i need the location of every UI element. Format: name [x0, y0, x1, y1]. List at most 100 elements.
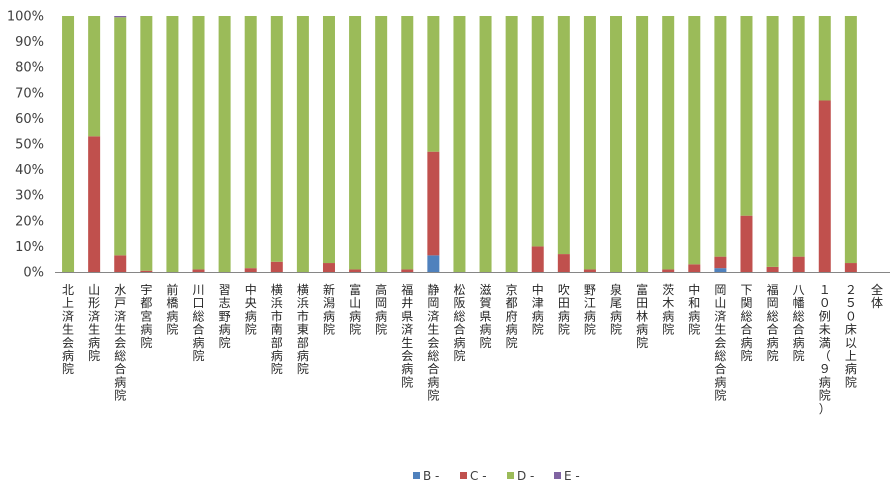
legend-swatch — [460, 472, 467, 479]
bar-segment — [218, 16, 231, 272]
x-category-label: 新潟病院 — [323, 282, 335, 337]
x-category-label: 吹田病院 — [558, 283, 570, 337]
bar-segment — [62, 16, 75, 272]
bar-segment — [688, 16, 701, 265]
y-tick-label: 20% — [15, 214, 44, 229]
x-category-label: 静岡済生会総合病院 — [427, 283, 439, 403]
bar-segment — [192, 269, 205, 272]
x-category-label: 八幡総合病院 — [793, 283, 805, 363]
bar-segment — [766, 16, 779, 267]
x-category-label: 茨木病院 — [662, 283, 674, 337]
x-category-label: 富山病院 — [349, 282, 361, 337]
y-tick-label: 60% — [15, 112, 44, 127]
x-category-label: １０例未満（９病院） — [819, 283, 831, 416]
y-tick-label: 100% — [7, 10, 44, 25]
x-category-label: 野江病院 — [584, 283, 596, 337]
bar-segment — [636, 16, 649, 272]
x-category-label: 京都府病院 — [506, 283, 518, 350]
bar-segment — [583, 269, 596, 272]
bar-segment — [740, 215, 753, 272]
bar-segment — [557, 254, 570, 272]
x-axis-category-labels: 北上済生会病院 山形済生病院 水戸済生会総合病院 宇都宮病院 前橋病院 川口総合病院 習志野… — [62, 282, 883, 416]
x-category-label: 習志野病院 — [219, 283, 231, 350]
bar-segment — [583, 16, 596, 270]
x-category-label: 福井県済生会病院 — [401, 282, 413, 389]
bar-segment — [844, 16, 857, 264]
x-category-label: 横浜市東部病院 — [297, 283, 309, 376]
y-tick-label: 90% — [15, 35, 44, 50]
bar-segment — [818, 100, 831, 272]
bar-segment — [531, 16, 544, 247]
y-axis-tick-labels: 0% 10% 20% 30% 40% 50% 60% 70% 80% 90% 100% — [7, 10, 44, 281]
bar-segment — [322, 263, 335, 272]
bar-segment — [427, 16, 440, 152]
legend-label: C - — [470, 469, 487, 483]
bar-segment — [375, 16, 388, 272]
bar-segment — [349, 269, 362, 272]
bar-segment — [401, 269, 414, 272]
y-tick-label: 10% — [15, 240, 44, 255]
x-category-label: 中和病院 — [688, 282, 700, 337]
bar-segment — [714, 16, 727, 257]
bar-segment — [766, 266, 779, 272]
x-category-label: 中津病院 — [532, 282, 544, 337]
bar-segment — [192, 16, 205, 270]
x-category-label: 横浜市南部病院 — [271, 283, 283, 376]
bar-segment — [114, 17, 127, 256]
bar-segment — [270, 261, 283, 272]
bar-segment — [270, 16, 283, 262]
x-category-label: 北上済生会病院 — [62, 283, 74, 376]
bars — [62, 16, 857, 272]
x-category-label: 滋賀県病院 — [480, 283, 492, 350]
bar-segment — [818, 16, 831, 101]
bar-segment — [662, 269, 675, 272]
bar-segment — [479, 16, 492, 272]
x-category-label: ２５０床以上病院 — [845, 283, 857, 389]
bar-segment — [114, 255, 127, 272]
bar-segment — [322, 16, 335, 264]
x-category-label: 水戸済生会総合病院 — [114, 283, 126, 403]
y-tick-label: 30% — [15, 189, 44, 204]
bar-segment — [427, 151, 440, 256]
x-category-label: 富田林病院 — [636, 282, 648, 350]
legend-swatch — [413, 472, 420, 479]
x-category-label: 全体 — [871, 282, 883, 310]
bar-segment — [688, 264, 701, 272]
x-category-label: 下関総合病院 — [740, 283, 752, 363]
bar-segment — [114, 16, 127, 18]
bar-segment — [453, 16, 466, 272]
x-category-label: 高岡病院 — [375, 282, 387, 337]
bar-segment — [844, 263, 857, 272]
bar-segment — [792, 256, 805, 272]
x-category-label: 福岡総合病院 — [767, 282, 779, 363]
bar-segment — [610, 16, 623, 272]
y-tick-label: 80% — [15, 61, 44, 76]
bar-segment — [662, 16, 675, 270]
bar-segment — [140, 16, 153, 271]
bar-segment — [792, 16, 805, 257]
bar-segment — [166, 16, 179, 272]
bar-segment — [349, 16, 362, 270]
y-tick-label: 50% — [15, 138, 44, 153]
legend-label: B - — [423, 469, 439, 483]
x-category-label: 泉尾病院 — [610, 283, 622, 337]
legend-label: E - — [564, 469, 580, 483]
legend-swatch — [507, 472, 514, 479]
x-category-label: 岡山済生会総合病院 — [714, 283, 726, 403]
bar-segment — [296, 16, 309, 272]
y-tick-label: 0% — [23, 266, 44, 281]
bar-segment — [427, 255, 440, 272]
bar-segment — [740, 16, 753, 216]
y-tick-label: 40% — [15, 163, 44, 178]
legend-swatch — [554, 472, 561, 479]
x-category-label: 中央病院 — [245, 282, 257, 337]
bar-segment — [244, 16, 257, 269]
bar-segment — [505, 16, 518, 272]
bar-segment — [531, 246, 544, 272]
x-category-label: 松阪総合病院 — [453, 283, 465, 363]
bar-segment — [88, 136, 101, 272]
x-category-label: 川口総合病院 — [193, 283, 205, 363]
legend-label: D - — [517, 469, 534, 483]
x-category-label: 宇都宮病院 — [140, 283, 152, 350]
